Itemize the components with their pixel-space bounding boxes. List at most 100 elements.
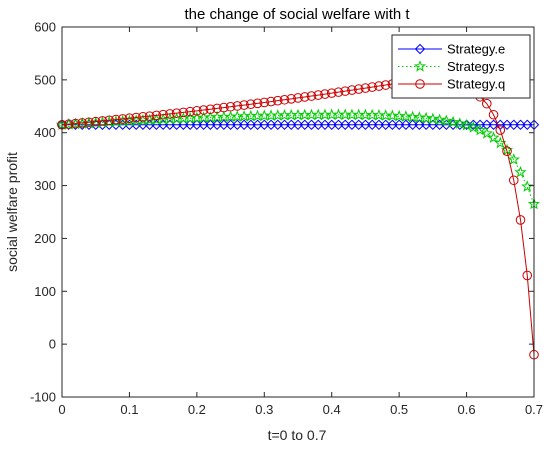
data-point (117, 119, 128, 130)
data-point (507, 153, 520, 165)
data-point (104, 115, 114, 126)
data-point (501, 119, 513, 130)
data-point (178, 119, 189, 130)
data-point (413, 111, 426, 123)
data-point (482, 98, 492, 109)
y-axis-title: social welfare profit (4, 152, 20, 272)
data-point (111, 114, 121, 125)
data-point (299, 92, 310, 102)
data-point (171, 108, 182, 118)
data-point (333, 119, 344, 130)
data-point (508, 119, 519, 130)
data-point (299, 119, 310, 130)
data-point (319, 119, 331, 130)
data-point (502, 146, 512, 157)
legend-marker (414, 43, 426, 55)
data-point (279, 94, 290, 105)
chart-title: the change of social welfare with t (184, 6, 410, 23)
x-tick-label: 0.7 (525, 402, 543, 417)
data-point (246, 99, 256, 110)
data-point (380, 119, 391, 130)
data-point (473, 123, 487, 136)
data-point (353, 119, 364, 130)
data-point (360, 119, 371, 130)
data-point (117, 114, 128, 124)
data-point (185, 106, 195, 117)
data-point (387, 119, 398, 130)
data-point (266, 96, 276, 107)
data-point (367, 82, 377, 92)
legend-marker (415, 79, 425, 89)
y-tick-label: 300 (34, 178, 56, 193)
data-point (340, 86, 351, 96)
data-point (212, 103, 222, 114)
data-point (306, 91, 317, 101)
data-point (124, 119, 135, 130)
data-point (320, 89, 330, 99)
data-point (245, 119, 257, 130)
data-point (522, 270, 533, 281)
data-point (184, 119, 196, 130)
data-point (453, 117, 466, 129)
data-point (366, 119, 378, 130)
x-tick-label: 0.1 (120, 402, 138, 417)
data-point (232, 119, 243, 130)
data-point (433, 113, 446, 126)
x-tick-label: 0 (58, 402, 65, 417)
data-point (426, 112, 439, 125)
data-point (414, 119, 425, 130)
data-point (292, 119, 304, 130)
series-line (61, 114, 535, 205)
data-point (191, 119, 203, 130)
data-point (205, 119, 216, 130)
y-tick-label: 500 (34, 72, 56, 87)
legend-item: Strategy.q (398, 77, 505, 92)
data-point (84, 117, 94, 128)
data-point (326, 119, 337, 130)
x-axis-title: t=0 to 0.7 (268, 427, 327, 443)
data-point (393, 119, 405, 130)
data-point (225, 119, 236, 130)
data-point (232, 101, 243, 111)
data-point (313, 119, 324, 130)
data-point (70, 118, 81, 129)
data-point (440, 114, 453, 127)
data-point (446, 115, 460, 128)
x-tick-label: 0.3 (255, 402, 273, 417)
y-tick-label: -100 (30, 390, 56, 405)
y-tick-label: 0 (49, 337, 56, 352)
data-point (441, 119, 452, 130)
data-point (225, 101, 236, 112)
data-point (347, 85, 357, 95)
data-point (474, 119, 486, 130)
legend-label: Strategy.q (447, 77, 505, 92)
data-point (205, 104, 216, 115)
plot-frame (61, 26, 535, 398)
y-tick-label: 200 (34, 231, 56, 246)
data-point (265, 119, 277, 130)
data-point (124, 113, 135, 124)
data-point (252, 119, 263, 130)
legend-marker (413, 60, 427, 72)
data-point (487, 131, 500, 143)
data-point (238, 119, 250, 130)
data-point (515, 119, 526, 130)
x-tick-label: 0.6 (458, 402, 476, 417)
data-point (313, 90, 324, 100)
data-point (63, 119, 74, 129)
data-point (508, 175, 519, 186)
data-point (198, 119, 209, 130)
data-point (374, 81, 384, 91)
data-point (158, 109, 168, 120)
legend-item: Strategy.e (398, 42, 505, 57)
data-point (192, 106, 202, 116)
data-point (259, 119, 270, 130)
data-point (420, 111, 433, 124)
y-tick-label: 600 (34, 20, 56, 35)
data-point (326, 88, 337, 98)
data-point (522, 119, 533, 130)
data-point (400, 119, 412, 130)
data-point (138, 112, 148, 122)
data-point (259, 97, 270, 108)
series-group (56, 74, 540, 360)
